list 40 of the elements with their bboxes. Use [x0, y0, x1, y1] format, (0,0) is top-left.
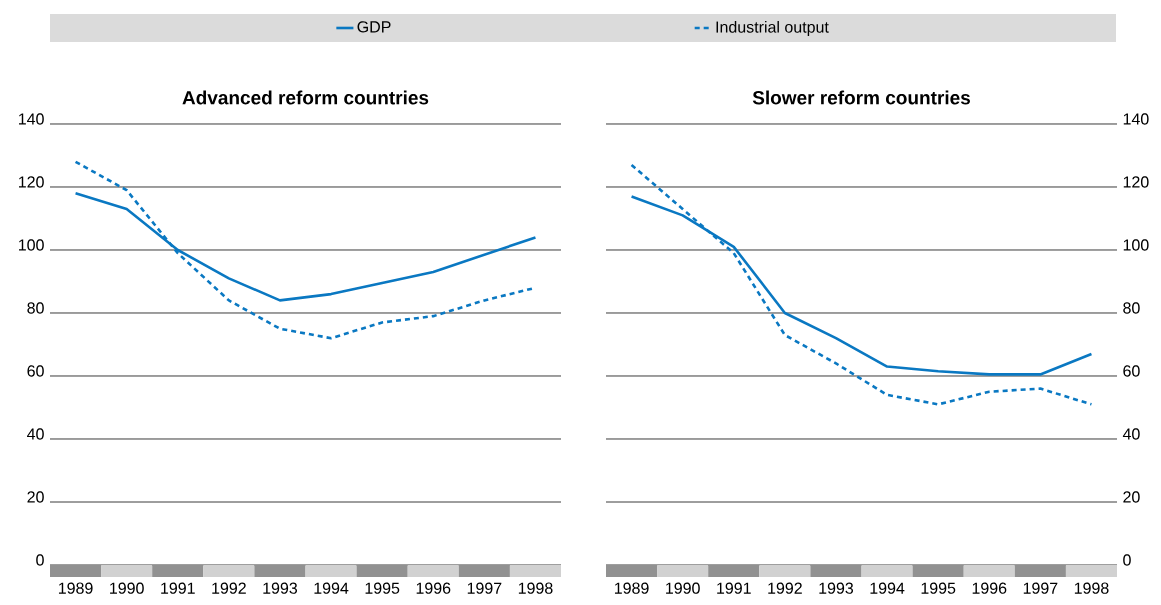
y-tick-label: 120: [19, 176, 44, 188]
y-tick-label: 140: [1123, 113, 1149, 125]
y-tick-label: 20: [1123, 491, 1140, 503]
y-tick-label: 80: [1123, 302, 1140, 314]
y-tick-label: 40: [1122, 428, 1140, 440]
x-tick-label: 1994: [314, 582, 349, 594]
x-tick-label: 1993: [263, 582, 298, 594]
x-tick-label: 1998: [518, 582, 553, 594]
x-tick-label: 1993: [819, 582, 854, 594]
y-tick-label: 80: [27, 302, 44, 314]
y-tick-label: 20: [27, 491, 44, 503]
x-tick-label: 1995: [365, 582, 400, 594]
y-tick-label: 120: [1123, 176, 1149, 188]
x-tick-label: 1997: [1023, 582, 1058, 594]
x-tick-label: 1998: [1074, 582, 1109, 594]
x-tick-label: 1994: [870, 582, 905, 594]
x-tick-label: 1990: [666, 582, 700, 594]
x-tick-label: 1992: [212, 582, 246, 594]
x-tick-label: 1997: [467, 582, 502, 594]
chart-title: Advanced reform countries: [182, 90, 429, 105]
x-tick-label: 1995: [921, 582, 956, 594]
y-tick-label: 100: [1123, 239, 1149, 251]
x-tick-label: 1990: [110, 582, 144, 594]
x-tick-label: 1992: [768, 582, 802, 594]
x-tick-label: 1996: [972, 582, 1007, 594]
x-tick-label: 1991: [161, 582, 195, 594]
y-tick-label: 140: [19, 113, 44, 125]
legend-label: Industrial output: [716, 21, 829, 36]
y-tick-label: 60: [27, 365, 44, 377]
y-tick-label: 0: [1123, 554, 1131, 566]
legend-label: GDP: [357, 21, 391, 33]
y-tick-label: 0: [36, 554, 44, 566]
x-tick-label: 1996: [416, 582, 451, 594]
y-tick-label: 40: [27, 428, 44, 440]
y-tick-label: 100: [19, 239, 44, 251]
x-tick-label: 1989: [614, 582, 649, 594]
x-tick-label: 1991: [717, 582, 751, 594]
y-tick-label: 60: [1123, 365, 1140, 377]
x-tick-label: 1989: [58, 582, 93, 594]
chart-title: Slower reform countries: [752, 90, 970, 105]
